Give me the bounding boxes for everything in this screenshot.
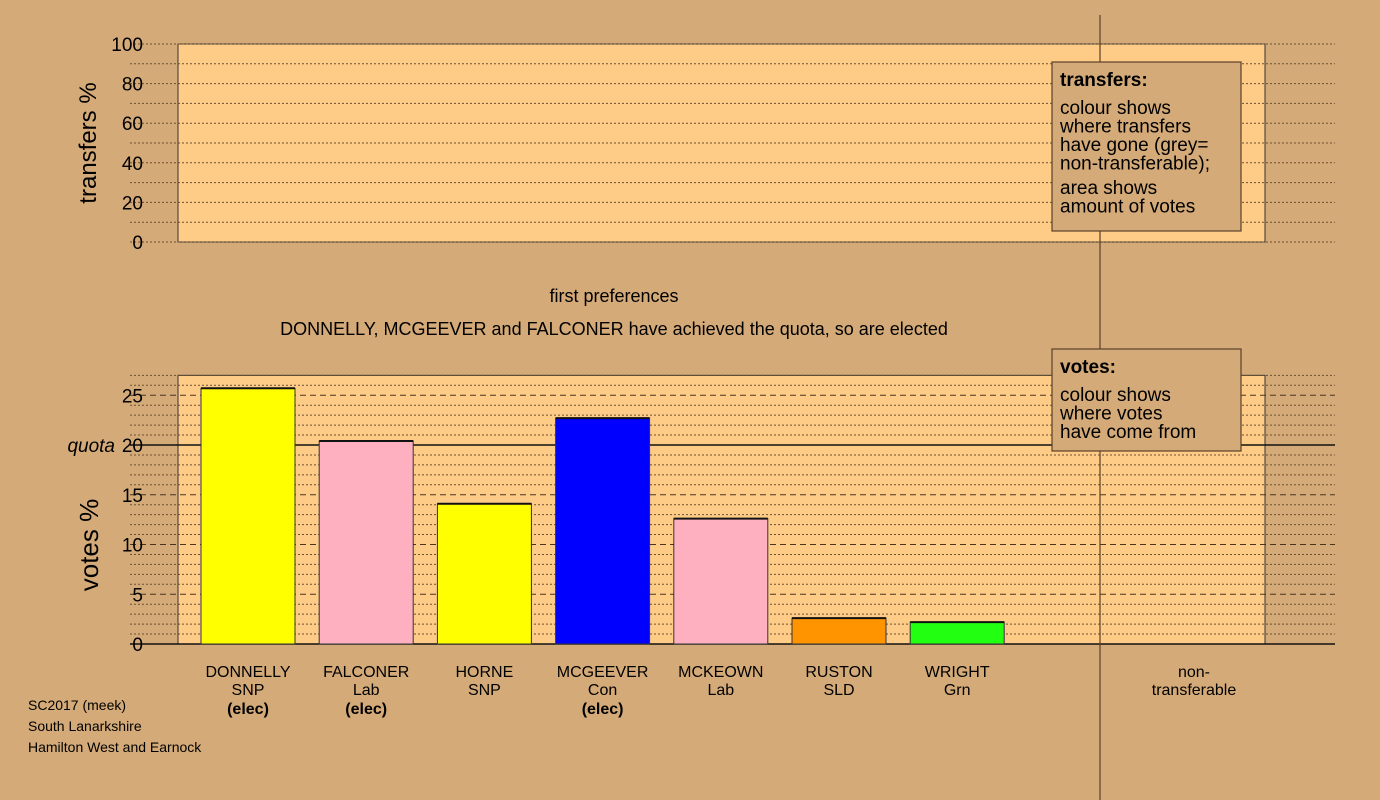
legend-text: non-transferable); bbox=[1060, 154, 1210, 175]
legend-text: where votes bbox=[1059, 404, 1162, 425]
quota-label: quota bbox=[67, 436, 115, 457]
legend-text: where transfers bbox=[1059, 117, 1191, 138]
candidate-party: Con bbox=[588, 682, 617, 699]
legend-text: area shows bbox=[1060, 178, 1157, 199]
transfers-tick-label: 80 bbox=[122, 75, 143, 96]
votes-tick-label: 10 bbox=[122, 536, 143, 557]
transfers-tick-label: 20 bbox=[122, 193, 143, 214]
bar-horne bbox=[436, 503, 532, 645]
legend-text: have gone (grey= bbox=[1060, 135, 1208, 156]
candidate-name: HORNE bbox=[456, 664, 514, 681]
bar-ruston bbox=[791, 617, 887, 645]
candidate-party: Lab bbox=[707, 682, 734, 699]
bar-mckeown bbox=[673, 518, 769, 645]
transfers-axis-label: transfers % bbox=[75, 82, 102, 203]
nontransferable-label: non- bbox=[1178, 664, 1210, 681]
candidate-name: FALCONER bbox=[323, 664, 409, 681]
votes-tick-label: 20 bbox=[122, 436, 143, 457]
transfers-tick-label: 0 bbox=[132, 233, 143, 254]
candidate-name: MCGEEVER bbox=[557, 664, 649, 681]
elected-status: (elec) bbox=[227, 701, 269, 718]
candidate-name: RUSTON bbox=[805, 664, 872, 681]
votes-axis-label: votes % bbox=[74, 499, 104, 592]
candidate-party: SNP bbox=[232, 682, 265, 699]
candidate-party: Lab bbox=[353, 682, 380, 699]
candidate-name: DONNELLY bbox=[205, 664, 290, 681]
transfers-tick-label: 100 bbox=[111, 35, 143, 56]
candidate-party: Grn bbox=[944, 682, 971, 699]
legend-text: amount of votes bbox=[1060, 197, 1195, 218]
legend-title: votes: bbox=[1060, 357, 1116, 378]
candidate-name: WRIGHT bbox=[925, 664, 990, 681]
bar-falconer bbox=[318, 440, 414, 645]
bar-mcgeever bbox=[555, 417, 651, 645]
chart-subtitle: DONNELLY, MCGEEVER and FALCONER have ach… bbox=[280, 319, 948, 339]
nontransferable-label: transferable bbox=[1152, 682, 1237, 699]
footer-line: South Lanarkshire bbox=[28, 718, 142, 734]
legend-text: colour shows bbox=[1060, 385, 1171, 406]
votes-tick-label: 5 bbox=[132, 585, 143, 606]
transfers-tick-label: 40 bbox=[122, 154, 143, 175]
bar-donnelly bbox=[200, 387, 296, 645]
transfers-tick-label: 60 bbox=[122, 114, 143, 135]
candidate-party: SNP bbox=[468, 682, 501, 699]
votes-tick-label: 25 bbox=[122, 386, 143, 407]
votes-tick-label: 0 bbox=[132, 635, 143, 656]
footer-line: SC2017 (meek) bbox=[28, 697, 126, 713]
candidate-party: SLD bbox=[823, 682, 854, 699]
elected-status: (elec) bbox=[582, 701, 624, 718]
legend-text: colour shows bbox=[1060, 98, 1171, 119]
chart-title: first preferences bbox=[549, 286, 678, 306]
legend-box bbox=[1051, 61, 1242, 232]
votes-tick-label: 15 bbox=[122, 486, 143, 507]
legend-text: have come from bbox=[1060, 422, 1196, 443]
legend-box bbox=[1051, 348, 1242, 452]
candidate-name: MCKEOWN bbox=[678, 664, 763, 681]
bar-wright bbox=[909, 621, 1005, 645]
footer-line: Hamilton West and Earnock bbox=[28, 739, 202, 755]
elected-status: (elec) bbox=[345, 701, 387, 718]
legend-title: transfers: bbox=[1060, 70, 1148, 91]
